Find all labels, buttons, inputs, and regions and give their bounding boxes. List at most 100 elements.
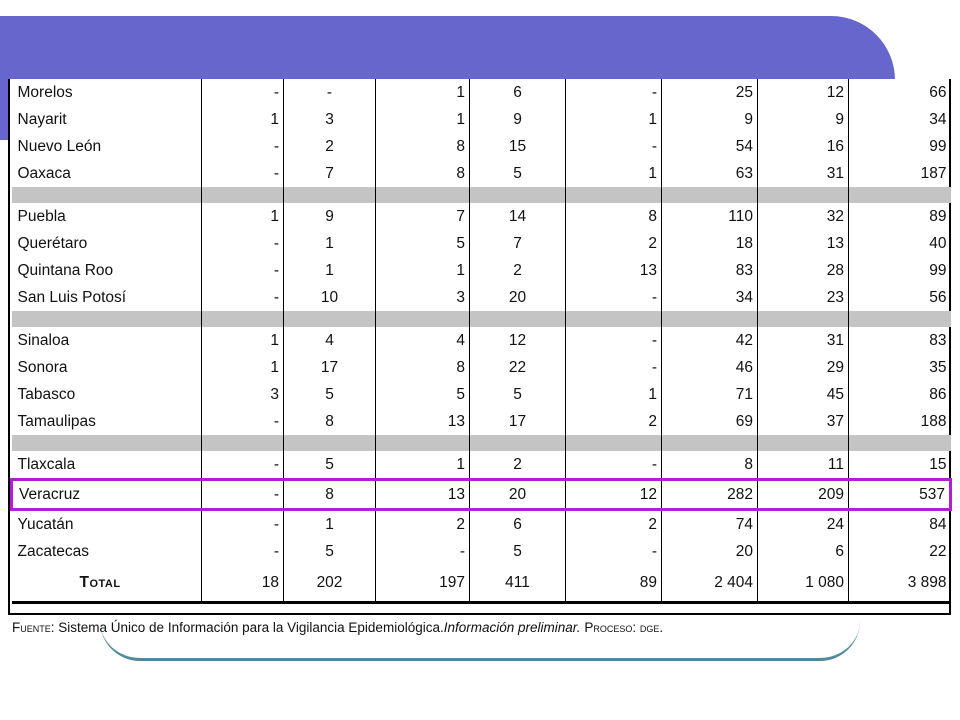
value-cell: 12 <box>469 327 566 354</box>
value-cell: - <box>565 451 662 480</box>
data-table-panel: Morelos - -1 6-25 12 66 Nayarit 1 3 1 9 1 9 9 34 Nuevo … <box>8 79 952 615</box>
value-cell: 2 <box>375 509 470 538</box>
separator-cell <box>469 435 566 451</box>
table-row: Puebla 1 9 7 14 8 110 32 89 <box>11 203 951 230</box>
value-cell: 99 <box>929 138 947 155</box>
value-cell: - <box>201 478 284 511</box>
value-cell: 1 <box>283 509 376 538</box>
value-cell: 20 <box>661 538 758 565</box>
value-cell: 12 <box>757 79 849 106</box>
value-cell: 1 <box>375 451 470 480</box>
state-name-cell: Querétaro <box>11 230 202 257</box>
value-cell: 15 <box>929 456 947 473</box>
value-cell: - <box>565 79 662 106</box>
value-cell: 209 <box>757 478 849 511</box>
value-cell: 8 <box>375 354 470 381</box>
value-cell: 1 <box>375 257 470 284</box>
value-cell: 12 <box>565 478 662 511</box>
separator-cell <box>565 435 662 451</box>
value-cell: 5 <box>469 381 566 408</box>
table-row: Tabasco 3 5 5 5 1 71 45 86 <box>11 381 951 408</box>
separator-cell <box>283 187 376 203</box>
source-note: Fuente: Sistema Único de Información par… <box>12 620 663 635</box>
value-cell: 25 <box>661 79 758 106</box>
value-cell: - <box>565 284 662 311</box>
value-cell: 84 <box>929 516 947 533</box>
value-cell: 187 <box>920 165 947 182</box>
value-cell: 188 <box>920 413 947 430</box>
process-label: Proceso: <box>584 620 637 635</box>
value-cell: 1 <box>565 106 662 133</box>
value-cell: 5 <box>283 451 376 480</box>
state-name-cell: Morelos <box>11 79 202 106</box>
decorative-bottom-curve <box>100 598 860 661</box>
value-cell: 1 <box>201 327 284 354</box>
total-value-cell: 1 080 <box>757 565 849 604</box>
value-cell: 10 <box>283 284 376 311</box>
table-row: Querétaro -1 5 7 2 18 13 40 <box>11 230 951 257</box>
value-cell: 17 <box>283 354 376 381</box>
table-row: San Luis Potosí -10 3 20-34 23 56 <box>11 284 951 311</box>
table-row: Zacatecas -5-5-20 6 22 <box>11 538 951 565</box>
value-cell: 16 <box>757 133 849 160</box>
state-name-cell: Oaxaca <box>11 160 202 187</box>
value-cell: 14 <box>469 203 566 230</box>
separator-cell <box>661 435 758 451</box>
value-cell: 24 <box>757 509 849 538</box>
table-row: Tlaxcala -5 1 2-8 11 15 <box>11 451 951 480</box>
separator-cell <box>757 187 849 203</box>
table-row: Sonora 1 17 8 22-46 29 35 <box>11 354 951 381</box>
value-cell: 32 <box>757 203 849 230</box>
value-cell: 9 <box>757 106 849 133</box>
value-cell: 54 <box>661 133 758 160</box>
value-cell: 22 <box>469 354 566 381</box>
preliminary-note: Información preliminar. <box>443 620 581 635</box>
value-cell: 1 <box>201 106 284 133</box>
table-row: Sinaloa 1 4 4 12-42 31 83 <box>11 327 951 354</box>
state-name-cell: Puebla <box>11 203 202 230</box>
value-cell: 282 <box>661 478 758 511</box>
value-cell: - <box>201 133 284 160</box>
separator-cell <box>201 187 284 203</box>
value-cell: 34 <box>661 284 758 311</box>
value-cell: 35 <box>929 359 947 376</box>
total-label: Total <box>11 565 202 604</box>
value-cell: 71 <box>661 381 758 408</box>
value-cell: 3 <box>375 284 470 311</box>
value-cell: 6 <box>469 79 566 106</box>
value-cell: 31 <box>757 160 849 187</box>
table-row: Oaxaca -7 8 5 1 63 31 187 <box>11 160 951 187</box>
value-cell: 29 <box>757 354 849 381</box>
value-cell: 46 <box>661 354 758 381</box>
value-cell: - <box>201 451 284 480</box>
state-name-cell: Sonora <box>11 354 202 381</box>
value-cell: 537 <box>848 478 952 511</box>
value-cell: 2 <box>469 257 566 284</box>
state-name-cell: Quintana Roo <box>11 257 202 284</box>
value-cell: 66 <box>929 84 947 101</box>
value-cell: 69 <box>661 408 758 435</box>
state-name-cell: Tamaulipas <box>11 408 202 435</box>
value-cell: - <box>201 257 284 284</box>
value-cell: 3 <box>283 106 376 133</box>
table-body: Morelos - -1 6-25 12 66 Nayarit 1 3 1 9 1 9 9 34 Nuevo … <box>10 79 952 604</box>
state-name-cell: Tlaxcala <box>11 451 202 480</box>
value-cell: 110 <box>661 203 758 230</box>
value-cell: 1 <box>283 257 376 284</box>
group-separator-row <box>11 311 951 327</box>
separator-cell <box>661 187 758 203</box>
total-row: Total 18 202 197 411 89 2 404 1 080 3 898 <box>11 565 951 604</box>
source-label: Fuente: <box>12 620 55 635</box>
value-cell: 7 <box>283 160 376 187</box>
separator-cell <box>469 187 566 203</box>
value-cell: 7 <box>375 203 470 230</box>
separator-cell <box>375 187 470 203</box>
value-cell: - <box>201 284 284 311</box>
process-value: dge. <box>639 620 664 635</box>
value-cell: 5 <box>283 538 376 565</box>
value-cell: 4 <box>375 327 470 354</box>
total-value-cell: 3 898 <box>848 565 951 604</box>
value-cell: - <box>565 327 662 354</box>
state-name-cell: Yucatán <box>11 509 202 538</box>
value-cell: 37 <box>757 408 849 435</box>
